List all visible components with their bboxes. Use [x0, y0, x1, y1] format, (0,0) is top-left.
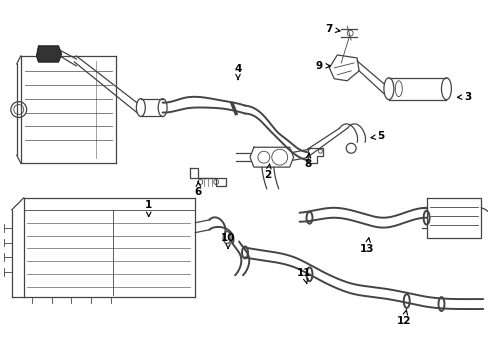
- Text: 2: 2: [264, 164, 271, 180]
- Text: 13: 13: [360, 238, 374, 255]
- Text: 11: 11: [297, 268, 312, 284]
- Polygon shape: [37, 46, 61, 62]
- Text: 4: 4: [234, 64, 242, 80]
- Text: 7: 7: [326, 24, 340, 34]
- Text: 10: 10: [221, 233, 235, 248]
- Text: 1: 1: [145, 200, 152, 216]
- Text: 5: 5: [371, 131, 385, 141]
- Text: 6: 6: [195, 181, 202, 197]
- Text: 9: 9: [316, 61, 330, 71]
- Text: 3: 3: [457, 92, 472, 102]
- Text: 8: 8: [304, 153, 311, 169]
- Text: 12: 12: [396, 310, 411, 326]
